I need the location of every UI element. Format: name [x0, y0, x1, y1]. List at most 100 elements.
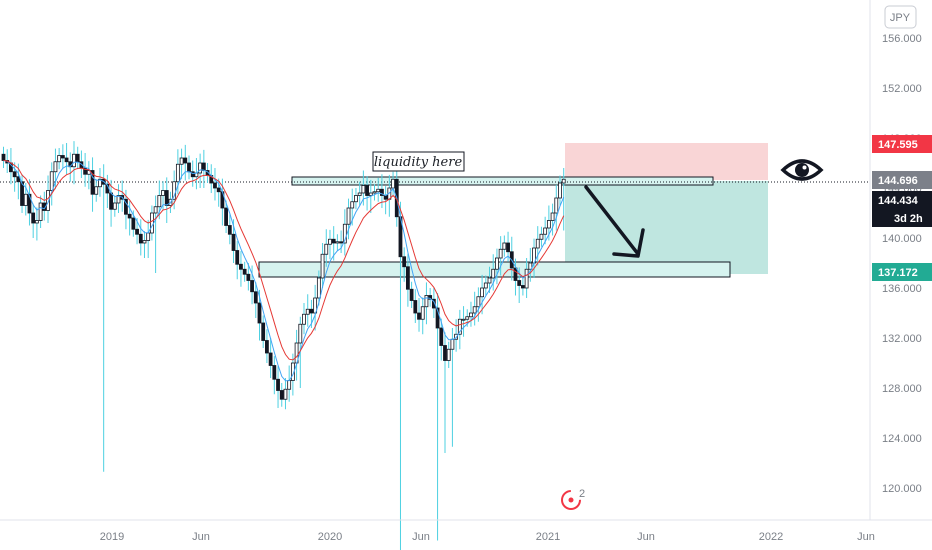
x-tick-label: Jun [412, 531, 430, 543]
candles-layer [1, 141, 566, 550]
svg-text:144.696: 144.696 [878, 175, 918, 187]
candle-body [131, 217, 136, 230]
candle-body [368, 192, 373, 196]
ema-layer [3, 160, 565, 382]
candle-body [49, 171, 54, 191]
candle-body [257, 302, 262, 324]
x-tick-label: Jun [857, 531, 875, 543]
candle-body [227, 225, 232, 235]
take-profit-zone[interactable] [565, 181, 768, 274]
candle-body [391, 178, 395, 189]
candle-body [112, 202, 117, 210]
candle-body [420, 306, 425, 320]
candle-body [417, 312, 421, 320]
candle-body [554, 197, 559, 214]
candle-body [138, 233, 143, 244]
candle-body [495, 257, 499, 270]
candle-body [287, 380, 292, 390]
candle-body [521, 285, 525, 289]
candle-body [350, 201, 355, 209]
currency-badge[interactable]: JPY [884, 5, 917, 29]
candle-body [465, 316, 470, 320]
time-axis[interactable]: 2019 Jun 2020 Jun 2021 Jun 2022 Jun [100, 531, 875, 543]
x-tick-label: Jun [637, 531, 655, 543]
candle-body [272, 365, 277, 380]
svg-text:JPY: JPY [890, 12, 911, 24]
logo-count: 2 [579, 488, 585, 500]
candle-body [276, 378, 280, 391]
candle-body [16, 176, 21, 183]
last-price-badge: 144.434 3d 2h [872, 191, 932, 227]
candle-body [27, 193, 32, 214]
candle-body [331, 238, 336, 244]
candle-body [305, 308, 310, 315]
candle-body [443, 345, 447, 361]
candle-body [469, 312, 473, 318]
liquidity-label-box[interactable]: liquidity here [372, 151, 465, 172]
candle-body [242, 268, 247, 275]
y-tick-label: 128.000 [882, 383, 922, 395]
candle-body [372, 191, 377, 194]
candle-body [524, 268, 529, 289]
candle-body [57, 155, 62, 163]
candle-body [324, 243, 329, 255]
candle-body [476, 296, 481, 308]
candle-body [72, 153, 76, 168]
candle-body [483, 282, 488, 289]
candle-body [558, 182, 562, 199]
candle-body [402, 256, 407, 268]
x-tick-label: Jun [192, 531, 210, 543]
candle-body [457, 318, 462, 335]
candle-body [413, 300, 418, 314]
candle-body [535, 238, 540, 249]
candle-body [116, 195, 121, 204]
candle-body [153, 206, 158, 214]
candle-body [239, 263, 243, 270]
candle-body [435, 307, 440, 329]
candle-body [23, 193, 28, 206]
candle-body [491, 268, 496, 279]
candle-body [265, 340, 269, 354]
candle-body [261, 322, 266, 341]
candle-body [357, 192, 362, 196]
svg-text:3d 2h: 3d 2h [894, 213, 923, 225]
candle-body [283, 388, 288, 400]
candle-body [472, 306, 477, 314]
candle-body [405, 266, 410, 290]
candle-body [34, 220, 39, 224]
candle-body [142, 240, 147, 244]
candle-body [428, 295, 433, 300]
candle-body [198, 162, 203, 174]
candle-body [439, 327, 444, 346]
candle-body [216, 187, 221, 193]
target-price-badge: 137.172 [872, 263, 932, 281]
y-tick-label: 136.000 [882, 283, 922, 295]
ideas-logo-icon[interactable] [561, 490, 581, 510]
candle-body [31, 212, 36, 224]
candle-body [246, 273, 251, 281]
candle-body [53, 161, 58, 173]
candle-body [157, 195, 162, 208]
candle-body [320, 253, 325, 279]
candle-body [279, 390, 284, 400]
candle-body [316, 277, 321, 299]
candle-body [546, 220, 551, 229]
candle-body [309, 308, 314, 314]
stop-loss-zone[interactable] [565, 143, 768, 180]
candle-body [201, 162, 206, 171]
candle-body [461, 318, 466, 321]
down-arrow[interactable] [584, 185, 645, 258]
candle-body [164, 190, 169, 206]
candle-body [183, 157, 188, 164]
candle-body [179, 157, 184, 165]
x-tick-label: 2021 [536, 531, 560, 543]
candle-body [313, 297, 318, 314]
candle-body [98, 178, 102, 188]
candle-body [298, 323, 303, 344]
candle-body [365, 185, 369, 196]
y-tick-label: 152.000 [882, 83, 922, 95]
liquidity-zone[interactable] [291, 176, 714, 186]
candle-body [175, 163, 180, 183]
candle-body [253, 291, 258, 304]
